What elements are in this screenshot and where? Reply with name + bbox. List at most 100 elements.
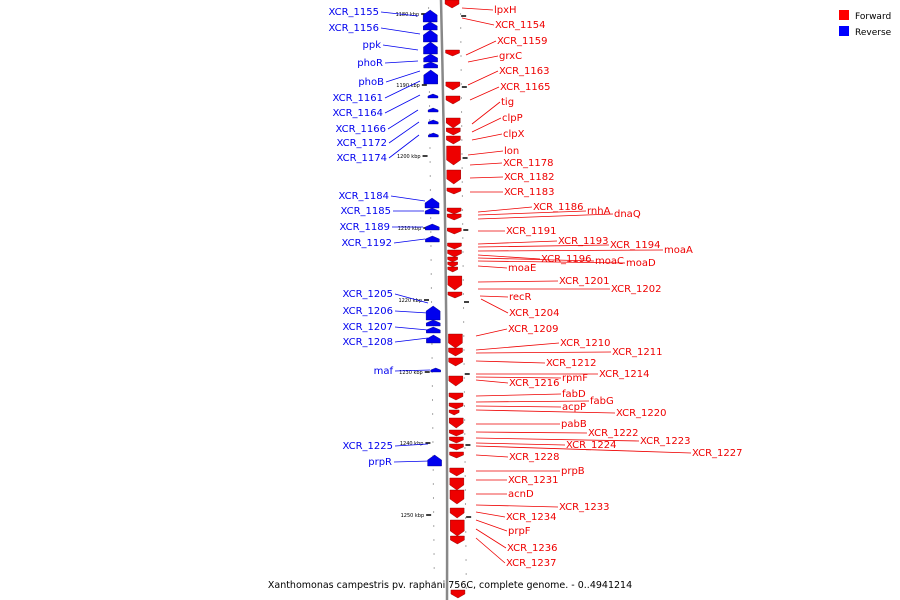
reverse-gene-label[interactable]: ppk — [363, 40, 382, 51]
forward-gene-label[interactable]: XCR_1212 — [546, 358, 597, 369]
forward-gene-label[interactable]: fabG — [590, 396, 614, 407]
legend-reverse-swatch — [839, 26, 849, 36]
forward-leader-line — [475, 328, 508, 337]
forward-gene-arrow — [447, 249, 462, 258]
forward-gene-label[interactable]: XCR_1183 — [504, 187, 555, 198]
forward-gene-label[interactable]: XCR_1209 — [508, 324, 559, 335]
forward-gene-arrow — [449, 436, 464, 444]
forward-gene-label[interactable]: XCR_1211 — [612, 347, 663, 358]
reverse-gene-arrow — [427, 454, 442, 467]
forward-gene-label[interactable]: XCR_1163 — [499, 66, 550, 77]
forward-gene-label[interactable]: XCR_1186 — [533, 202, 584, 213]
forward-gene-label[interactable]: fabD — [562, 389, 586, 400]
forward-gene-label[interactable]: rnhA — [587, 206, 611, 217]
forward-gene-arrow — [450, 589, 466, 599]
forward-gene-label[interactable]: moaC — [595, 256, 624, 267]
forward-gene-label[interactable]: pabB — [561, 419, 587, 430]
forward-gene-label[interactable]: tig — [501, 97, 514, 108]
reverse-gene-label[interactable]: XCR_1185 — [340, 206, 391, 217]
forward-gene-label[interactable]: grxC — [499, 51, 522, 62]
forward-gene-label[interactable]: acpP — [562, 402, 586, 413]
forward-gene-label[interactable]: XCR_1214 — [599, 369, 650, 380]
forward-gene-arrow — [446, 169, 461, 185]
forward-gene-label[interactable]: XCR_1223 — [640, 436, 691, 447]
forward-gene-label[interactable]: dnaQ — [614, 209, 641, 220]
forward-gene-label[interactable]: XCR_1201 — [559, 276, 610, 287]
forward-gene-label[interactable]: prpF — [508, 526, 531, 537]
forward-gene-label[interactable]: XCR_1191 — [506, 226, 557, 237]
reverse-gene-label[interactable]: XCR_1208 — [342, 337, 393, 348]
legend-forward-label: Forward — [855, 12, 891, 22]
reverse-gene-label[interactable]: prpR — [368, 457, 392, 468]
reverse-gene-label[interactable]: phoR — [357, 58, 383, 69]
forward-gene-label[interactable]: XCR_1165 — [500, 82, 551, 93]
forward-gene-label[interactable]: XCR_1178 — [503, 158, 554, 169]
reverse-gene-label[interactable]: maf — [374, 366, 394, 377]
forward-gene-arrow — [449, 429, 464, 437]
forward-gene-label[interactable]: XCR_1159 — [497, 36, 548, 47]
forward-gene-label[interactable]: XCR_1154 — [495, 20, 546, 31]
forward-gene-label[interactable]: prpB — [561, 466, 585, 477]
forward-gene-label[interactable]: XCR_1231 — [508, 475, 559, 486]
forward-gene-label[interactable]: moaD — [626, 258, 656, 269]
forward-gene-label[interactable]: acnD — [508, 489, 534, 500]
reverse-gene-label[interactable]: XCR_1184 — [338, 191, 389, 202]
forward-gene-label[interactable]: rpmF — [562, 373, 588, 384]
reverse-gene-label[interactable]: XCR_1166 — [335, 124, 386, 135]
kbp-scale-label: 1240 kbp — [400, 441, 424, 447]
forward-leader-line — [475, 409, 616, 414]
reverse-gene-label[interactable]: XCR_1164 — [332, 108, 383, 119]
forward-leader-line — [477, 260, 626, 264]
forward-gene-label[interactable]: XCR_1210 — [560, 338, 611, 349]
forward-gene-label[interactable]: XCR_1233 — [559, 502, 610, 513]
forward-gene-label[interactable]: lon — [504, 146, 519, 157]
forward-gene-label[interactable]: XCR_1237 — [506, 558, 557, 569]
reverse-gene-label[interactable]: XCR_1161 — [332, 93, 383, 104]
reverse-gene-label[interactable]: XCR_1189 — [339, 222, 390, 233]
forward-gene-label[interactable]: XCR_1234 — [506, 512, 557, 523]
forward-gene-label[interactable]: XCR_1236 — [507, 543, 558, 554]
reverse-gene-arrow — [426, 319, 441, 327]
forward-leader-line — [477, 210, 587, 216]
forward-gene-label[interactable]: XCR_1182 — [504, 172, 555, 183]
reverse-leader-line — [394, 337, 429, 343]
forward-gene-label[interactable]: XCR_1193 — [558, 236, 609, 247]
reverse-gene-arrow — [428, 132, 439, 138]
reverse-gene-label[interactable]: XCR_1192 — [341, 238, 392, 249]
forward-gene-label[interactable]: moaA — [664, 245, 693, 256]
reverse-gene-shapes — [422, 9, 442, 467]
forward-gene-arrow — [450, 535, 465, 545]
reverse-gene-label[interactable]: XCR_1172 — [336, 138, 387, 149]
reverse-gene-label[interactable]: XCR_1174 — [336, 153, 387, 164]
reverse-gene-label[interactable]: XCR_1155 — [328, 7, 379, 18]
forward-leader-line — [461, 17, 495, 26]
forward-gene-label[interactable]: XCR_1222 — [588, 428, 639, 439]
reverse-gene-label[interactable]: XCR_1206 — [342, 306, 393, 317]
reverse-gene-label[interactable]: XCR_1225 — [342, 441, 393, 452]
legend-reverse-label: Reverse — [855, 28, 892, 38]
reverse-gene-label[interactable]: phoB — [358, 77, 384, 88]
forward-gene-label[interactable]: XCR_1216 — [509, 378, 560, 389]
forward-gene-label[interactable]: clpX — [503, 129, 525, 140]
forward-gene-label[interactable]: XCR_1202 — [611, 284, 662, 295]
forward-gene-label[interactable]: clpP — [502, 113, 523, 124]
forward-gene-arrow — [445, 95, 461, 105]
forward-leader-line — [475, 360, 546, 364]
forward-gene-arrow — [450, 519, 465, 537]
reverse-gene-arrow — [424, 197, 440, 209]
forward-gene-label[interactable]: XCR_1227 — [692, 448, 743, 459]
forward-gene-label[interactable]: moaE — [508, 263, 536, 274]
forward-gene-label[interactable]: recR — [509, 292, 532, 303]
reverse-gene-label[interactable]: XCR_1156 — [328, 23, 379, 34]
reverse-gene-label[interactable]: XCR_1205 — [342, 289, 393, 300]
forward-gene-label[interactable]: XCR_1204 — [509, 308, 560, 319]
forward-gene-label[interactable]: XCR_1220 — [616, 408, 667, 419]
forward-gene-label[interactable]: XCR_1224 — [566, 440, 617, 451]
forward-gene-label[interactable]: XCR_1194 — [610, 240, 661, 251]
forward-gene-label[interactable]: XCR_1196 — [541, 254, 592, 265]
reverse-gene-label[interactable]: XCR_1207 — [342, 322, 393, 333]
forward-gene-label[interactable]: XCR_1228 — [509, 452, 560, 463]
forward-gene-label[interactable]: lpxH — [494, 5, 517, 16]
reverse-leader-line — [388, 134, 420, 159]
